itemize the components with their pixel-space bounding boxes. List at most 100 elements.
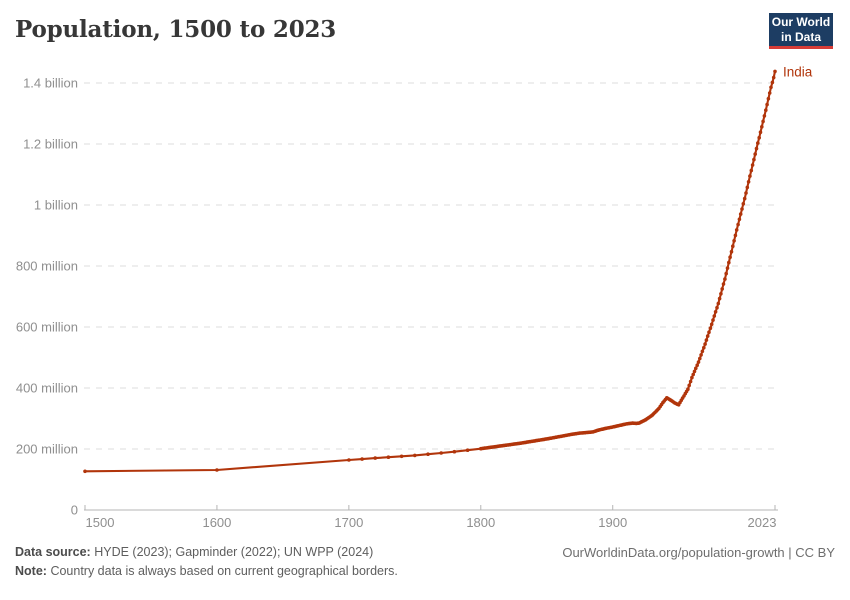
series-label-india[interactable]: India xyxy=(783,64,813,79)
data-point-2018[interactable] xyxy=(766,96,771,101)
data-point-2019[interactable] xyxy=(767,91,772,95)
data-point-2013[interactable] xyxy=(760,125,764,129)
page-title: Population, 1500 to 2023 xyxy=(15,16,337,43)
data-point-1993[interactable] xyxy=(733,233,738,238)
data-point-2002[interactable] xyxy=(745,185,750,190)
owid-logo[interactable]: Our World in Data xyxy=(769,13,833,49)
y-axis-label-400: 400 million xyxy=(16,381,78,396)
data-source-text: HYDE (2023); Gapminder (2022); UN WPP (2… xyxy=(94,545,374,559)
note-text: Country data is always based on current … xyxy=(50,564,398,579)
data-point-2011[interactable] xyxy=(757,135,761,140)
data-point-1969[interactable] xyxy=(702,345,706,350)
data-point-1957[interactable] xyxy=(686,387,690,392)
chart-canvas[interactable]: 0 200 million 400 million 600 million 800 mi… xyxy=(0,0,850,540)
data-point-2000[interactable] xyxy=(742,196,747,201)
data-point-1965[interactable] xyxy=(696,360,701,364)
data-source-label: Data source: xyxy=(15,545,91,559)
data-point-1988[interactable] xyxy=(727,260,731,265)
data-point-1979[interactable] xyxy=(715,305,719,310)
data-point-1966[interactable] xyxy=(698,356,702,361)
data-point-1790[interactable] xyxy=(465,448,470,453)
data-point-1964[interactable] xyxy=(695,363,699,368)
x-axis-label-1500: 1500 xyxy=(86,515,115,530)
data-point-1962[interactable] xyxy=(692,369,697,374)
data-point-2005[interactable] xyxy=(749,168,754,173)
data-point-1972[interactable] xyxy=(705,334,710,338)
data-point-1977[interactable] xyxy=(712,314,717,318)
data-point-1984[interactable] xyxy=(721,282,726,286)
data-point-1986[interactable] xyxy=(724,271,728,276)
data-point-1961[interactable] xyxy=(691,372,695,377)
data-point-2022[interactable] xyxy=(771,75,776,80)
data-point-1980[interactable] xyxy=(716,301,721,306)
data-point-1963[interactable] xyxy=(694,366,698,371)
data-point-2004[interactable] xyxy=(748,174,752,178)
data-point-1990[interactable] xyxy=(729,249,734,254)
data-point-1700[interactable] xyxy=(347,458,351,462)
data-point-1710[interactable] xyxy=(360,457,364,461)
data-point-1959[interactable] xyxy=(688,379,693,384)
data-point-1983[interactable] xyxy=(720,287,724,291)
data-point-1760[interactable] xyxy=(426,452,430,457)
data-point-2015[interactable] xyxy=(762,114,767,118)
data-point-1958[interactable] xyxy=(687,383,691,388)
footer-sources: Data source: HYDE (2023); Gapminder (202… xyxy=(15,545,398,584)
data-point-1985[interactable] xyxy=(723,277,727,281)
y-axis-label-1000: 1 billion xyxy=(34,198,78,213)
data-point-1740[interactable] xyxy=(399,454,404,459)
data-point-1960[interactable] xyxy=(690,375,694,380)
data-point-2012[interactable] xyxy=(758,130,763,134)
data-point-2014[interactable] xyxy=(761,119,765,124)
data-point-1995[interactable] xyxy=(736,222,740,227)
data-point-2003[interactable] xyxy=(746,180,751,184)
data-point-1996[interactable] xyxy=(737,217,742,222)
data-point-1998[interactable] xyxy=(740,207,744,211)
data-point-1994[interactable] xyxy=(734,228,739,232)
data-point-1968[interactable] xyxy=(700,349,705,354)
data-point-1780[interactable] xyxy=(452,449,457,454)
data-point-1971[interactable] xyxy=(704,338,709,342)
data-point-1967[interactable] xyxy=(699,353,703,357)
data-point-2006[interactable] xyxy=(750,163,755,167)
data-point-2023[interactable] xyxy=(773,69,777,74)
data-point-2017[interactable] xyxy=(765,102,769,107)
data-point-1500[interactable] xyxy=(83,469,87,474)
series-line-india[interactable] xyxy=(83,70,777,473)
data-point-1991[interactable] xyxy=(731,244,735,248)
x-axis-label-2023: 2023 xyxy=(748,515,777,530)
data-point-1999[interactable] xyxy=(741,202,746,206)
data-point-1989[interactable] xyxy=(728,255,732,259)
data-point-2007[interactable] xyxy=(752,157,756,162)
data-point-1987[interactable] xyxy=(725,266,730,270)
data-point-2016[interactable] xyxy=(764,108,768,112)
data-point-1992[interactable] xyxy=(732,239,736,243)
x-axis-label-1900: 1900 xyxy=(598,515,627,530)
data-point-1600[interactable] xyxy=(215,468,219,472)
data-point-1770[interactable] xyxy=(439,451,444,455)
y-axis-label-200: 200 million xyxy=(16,442,78,457)
data-point-2001[interactable] xyxy=(744,191,748,195)
data-point-2009[interactable] xyxy=(754,146,759,151)
data-point-1974[interactable] xyxy=(708,326,713,331)
data-point-1982[interactable] xyxy=(719,292,723,296)
y-axis-label-1400: 1.4 billion xyxy=(23,76,78,91)
data-point-1973[interactable] xyxy=(707,330,711,335)
data-point-1730[interactable] xyxy=(386,455,391,460)
data-point-2008[interactable] xyxy=(753,152,757,156)
data-point-1975[interactable] xyxy=(709,322,714,327)
data-point-2010[interactable] xyxy=(756,141,760,145)
data-point-1970[interactable] xyxy=(703,342,707,346)
footer-link[interactable]: OurWorldinData.org/population-growth | C… xyxy=(562,545,835,560)
data-point-1976[interactable] xyxy=(711,318,715,322)
y-axis-label-0: 0 xyxy=(71,503,78,518)
data-point-1981[interactable] xyxy=(717,296,722,301)
y-axis-label-600: 600 million xyxy=(16,320,78,335)
data-point-2020[interactable] xyxy=(769,85,773,90)
data-point-1750[interactable] xyxy=(413,453,417,458)
data-point-1720[interactable] xyxy=(373,456,378,460)
series-markers-india xyxy=(83,69,777,474)
data-point-2021[interactable] xyxy=(770,80,775,85)
x-axis-label-1700: 1700 xyxy=(334,515,363,530)
data-point-1978[interactable] xyxy=(713,310,718,314)
data-point-1997[interactable] xyxy=(738,212,743,216)
